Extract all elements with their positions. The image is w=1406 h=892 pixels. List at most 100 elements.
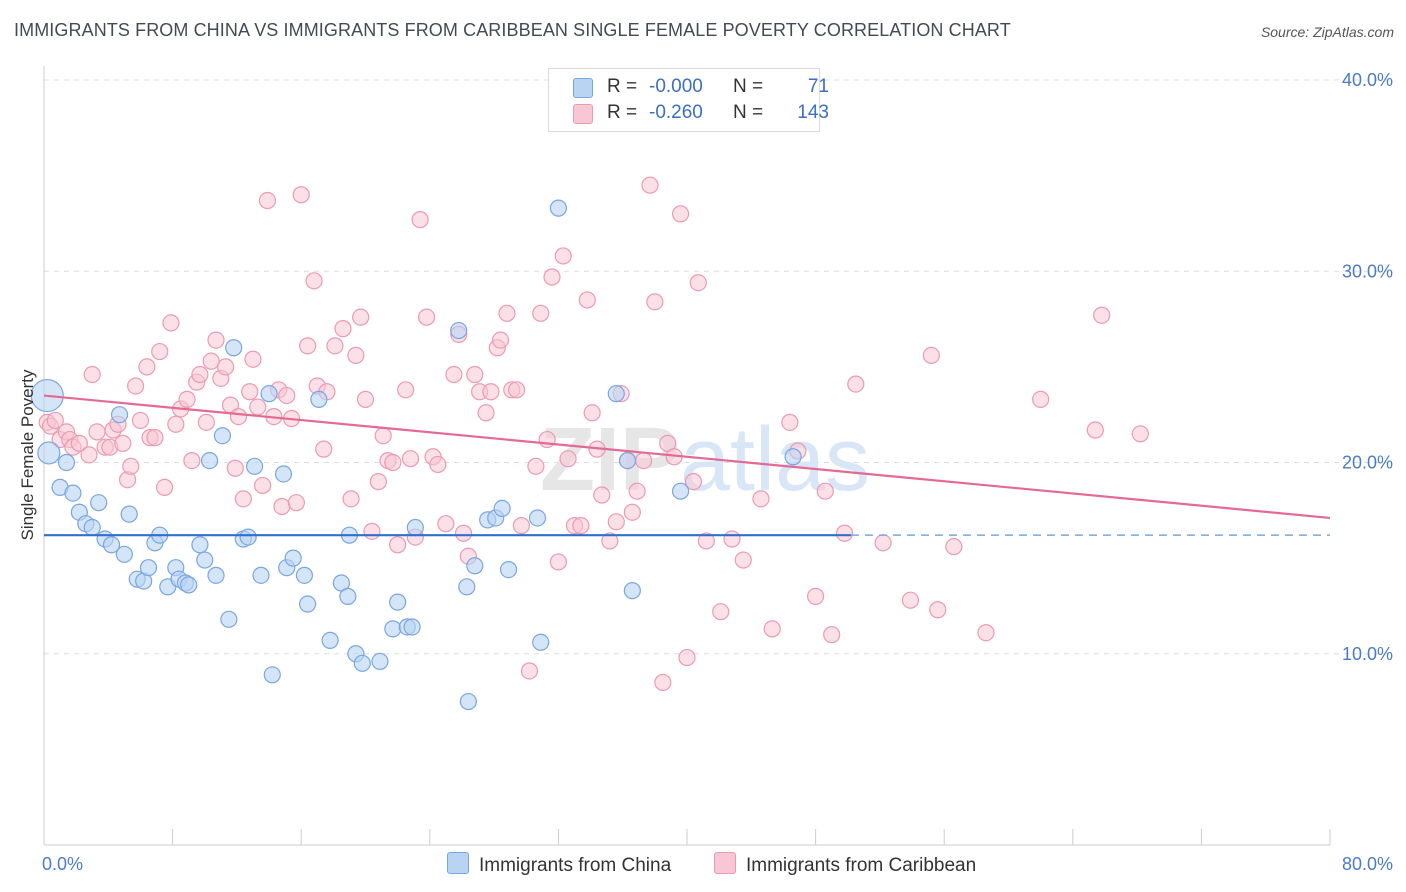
- caribbean-point: [397, 381, 415, 399]
- caribbean-point: [723, 530, 741, 548]
- caribbean-point: [454, 524, 473, 542]
- y-axis-label: Single Female Poverty: [18, 369, 37, 541]
- caribbean-point: [554, 247, 572, 265]
- caribbean-point: [315, 440, 333, 458]
- caribbean-point: [752, 490, 770, 508]
- caribbean-point: [292, 186, 310, 204]
- china-point: [239, 528, 257, 546]
- y-tick-label: 10.0%: [1342, 644, 1393, 664]
- caribbean-point: [1131, 425, 1149, 443]
- china-point: [607, 385, 625, 403]
- caribbean-point: [401, 450, 420, 468]
- caribbean-point: [623, 503, 641, 521]
- caribbean-point: [466, 365, 484, 384]
- caribbean-point: [734, 551, 752, 569]
- caribbean-point: [178, 390, 196, 408]
- caribbean-point: [46, 411, 64, 430]
- gridlines: [44, 79, 1394, 655]
- china-point: [263, 666, 281, 684]
- caribbean-point: [334, 320, 352, 338]
- china-swatch: [447, 852, 469, 874]
- china-point: [532, 633, 550, 651]
- caribbean-point: [671, 205, 690, 223]
- caribbean-point: [131, 411, 150, 430]
- china-point: [458, 578, 476, 596]
- caribbean-point: [445, 365, 463, 384]
- caribbean-point: [151, 342, 169, 361]
- china-point: [549, 199, 568, 217]
- caribbean-point: [369, 473, 387, 491]
- caribbean-point: [1093, 306, 1111, 324]
- caribbean-point: [520, 662, 539, 680]
- n-label: N =: [733, 102, 764, 123]
- china-point: [115, 545, 133, 563]
- caribbean-point: [806, 587, 825, 605]
- caribbean-point: [202, 352, 220, 370]
- r-label: R =: [607, 102, 638, 123]
- china-point: [389, 593, 407, 611]
- caribbean-legend-label: Immigrants from Caribbean: [746, 855, 977, 876]
- china-point: [284, 549, 302, 567]
- china-point: [207, 566, 225, 584]
- caribbean-point: [901, 591, 920, 609]
- caribbean-point: [417, 308, 436, 326]
- caribbean-point: [646, 293, 664, 311]
- caribbean-point: [254, 476, 272, 495]
- caribbean-point: [1032, 390, 1050, 408]
- caribbean-point: [593, 486, 611, 504]
- caribbean-point: [278, 386, 296, 405]
- china-point: [83, 518, 101, 537]
- y-tick-label: 30.0%: [1342, 261, 1393, 281]
- china-point: [353, 654, 371, 672]
- china-point: [64, 484, 82, 502]
- trend-lines: [43, 394, 1331, 537]
- caribbean-point: [197, 413, 215, 431]
- china-point: [37, 441, 61, 465]
- china-point: [213, 427, 232, 445]
- caribbean-point: [607, 513, 625, 531]
- chart-source: Source: ZipAtlas.com: [1260, 24, 1394, 40]
- caribbean-point: [374, 427, 392, 445]
- caribbean-point: [411, 211, 429, 229]
- caribbean-point: [326, 337, 344, 355]
- caribbean-point: [527, 457, 545, 475]
- china-point: [191, 536, 209, 554]
- x-tick-label-min: 0.0%: [42, 854, 83, 874]
- caribbean-point: [88, 423, 106, 441]
- caribbean-point: [342, 490, 360, 508]
- china-point: [102, 536, 121, 554]
- caribbean-point: [482, 383, 500, 401]
- china-point: [200, 451, 219, 470]
- caribbean-point: [538, 430, 556, 449]
- china-point: [671, 482, 690, 500]
- caribbean-point: [689, 274, 707, 292]
- caribbean-point: [273, 497, 291, 516]
- r-value: -0.260: [649, 102, 703, 123]
- caribbean-point: [146, 429, 164, 447]
- china-point: [371, 652, 389, 671]
- china-point: [528, 509, 547, 527]
- china-swatch: [573, 78, 593, 98]
- caribbean-point: [763, 620, 781, 638]
- china-point: [403, 618, 421, 636]
- caribbean-trend-line: [43, 394, 1331, 520]
- caribbean-point: [684, 473, 703, 491]
- y-tick-label: 40.0%: [1342, 70, 1393, 90]
- caribbean-point: [628, 482, 646, 500]
- caribbean-point: [543, 268, 561, 286]
- caribbean-point: [299, 337, 317, 355]
- china-point: [295, 566, 314, 584]
- caribbean-point: [532, 304, 550, 322]
- china-point: [310, 390, 328, 408]
- caribbean-swatch: [714, 852, 736, 874]
- china-point: [623, 582, 641, 600]
- caribbean-point: [83, 365, 101, 384]
- caribbean-point: [244, 350, 262, 368]
- caribbean-point: [167, 415, 185, 433]
- caribbean-point: [572, 517, 590, 535]
- china-point: [466, 557, 484, 575]
- caribbean-point: [258, 191, 277, 210]
- caribbean-point: [929, 601, 947, 619]
- caribbean-point: [654, 673, 672, 692]
